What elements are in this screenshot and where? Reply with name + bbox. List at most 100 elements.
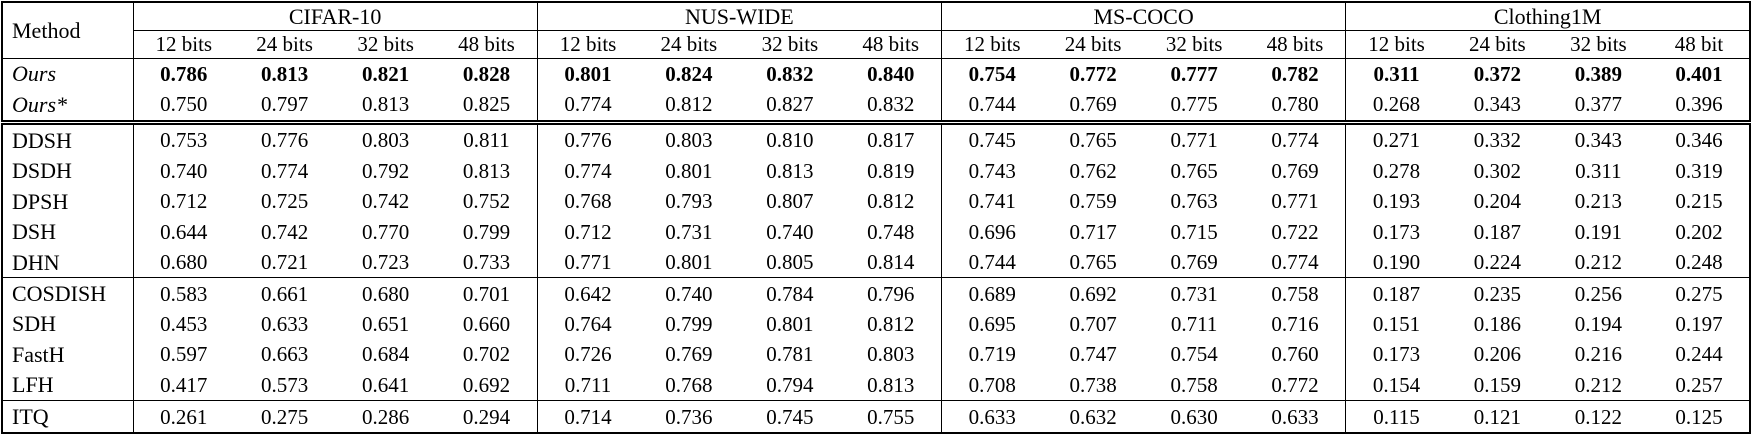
table-row: COSDISH 0.583 0.661 0.680 0.701 0.642 0.740 0.7…: [2, 277, 1750, 309]
metric-cell: 0.771: [1143, 119, 1245, 156]
metric-cell: 0.346: [1648, 119, 1750, 156]
metric-cell: 0.765: [1042, 119, 1144, 156]
metric-cell: 0.827: [766, 92, 814, 117]
metric-cell: 0.644: [132, 216, 235, 247]
metric-cell: 0.712: [132, 186, 235, 217]
metric-cell: 0.680: [335, 277, 437, 309]
metric-cell: 0.744: [940, 88, 1043, 123]
metric-cell: 0.235: [1446, 277, 1548, 309]
bits-header-row: 12 bits 24 bits 32 bits 48 bits 12 bits …: [2, 30, 1750, 59]
metric-cell: 0.244: [1675, 342, 1723, 367]
metric-cell: 0.769: [1271, 158, 1319, 183]
metric-cell: 0.810: [739, 119, 841, 156]
dataset-header-cifar10: CIFAR-10: [132, 2, 538, 31]
metric-cell: 0.750: [132, 88, 235, 123]
metric-cell: 0.792: [362, 158, 410, 183]
metric-cell: 0.702: [462, 342, 511, 367]
metric-cell: 0.271: [1345, 119, 1447, 156]
metric-cell: 0.212: [1574, 372, 1623, 397]
metric-cell: 0.187: [1473, 219, 1521, 244]
metric-cell: 0.159: [1473, 372, 1521, 397]
bits-header: 32 bits: [739, 30, 841, 59]
metric-cell: 0.343: [1473, 92, 1521, 117]
metric-cell: 0.722: [1271, 219, 1319, 244]
metric-cell: 0.742: [362, 189, 410, 214]
metric-cell: 0.786: [132, 58, 235, 89]
metric-cell: 0.754: [940, 58, 1043, 89]
metric-cell: 0.771: [1271, 189, 1319, 214]
metric-cell: 0.642: [536, 277, 639, 309]
metric-cell: 0.630: [1143, 400, 1245, 433]
metric-cell: 0.311: [1575, 158, 1622, 183]
metric-cell: 0.701: [436, 277, 538, 309]
method-name-cell: ITQ: [2, 400, 133, 433]
metric-cell: 0.651: [362, 312, 410, 337]
metric-cell: 0.660: [462, 312, 511, 337]
metric-cell: 0.764: [536, 308, 639, 340]
metric-cell: 0.821: [362, 61, 410, 86]
metric-cell: 0.799: [462, 219, 511, 244]
metric-cell: 0.754: [1170, 342, 1218, 367]
metric-cell: 0.794: [766, 372, 814, 397]
metric-cell: 0.417: [132, 369, 235, 401]
metric-cell: 0.343: [1547, 119, 1649, 156]
metric-cell: 0.765: [1170, 158, 1218, 183]
metric-cell: 0.723: [362, 250, 410, 275]
bits-header: 48 bits: [1244, 30, 1346, 59]
table-row: DPSH 0.712 0.725 0.742 0.752 0.768 0.793 0.807 0…: [2, 186, 1750, 217]
metric-cell: 0.825: [462, 92, 511, 117]
bits-header: 12 bits: [940, 30, 1043, 59]
metric-cell: 0.813: [362, 92, 410, 117]
metric-cell: 0.736: [638, 400, 740, 433]
table-header: Method CIFAR-10 NUS-WIDE MS-COCO Clothin…: [2, 2, 1750, 59]
metric-cell: 0.257: [1675, 372, 1723, 397]
bits-header: 24 bits: [1042, 30, 1144, 59]
table-row: ITQ 0.261 0.275 0.286 0.294 0.714 0.736 0.745 0.…: [2, 400, 1750, 433]
method-name-cell: SDH: [12, 311, 57, 337]
metric-cell: 0.760: [1271, 342, 1319, 367]
metric-cell: 0.824: [665, 61, 713, 86]
metric-cell: 0.784: [739, 277, 841, 309]
metric-cell: 0.194: [1574, 312, 1623, 337]
metric-cell: 0.774: [260, 158, 309, 183]
metric-cell: 0.641: [362, 372, 410, 397]
metric-cell: 0.813: [260, 61, 309, 86]
metric-cell: 0.332: [1446, 119, 1548, 156]
metric-cell: 0.758: [1244, 277, 1346, 309]
metric-cell: 0.573: [260, 372, 309, 397]
bits-header: 32 bits: [1547, 30, 1649, 59]
metric-cell: 0.762: [1069, 158, 1117, 183]
method-name-cell: Ours: [12, 61, 57, 87]
method-column-header: Method: [2, 2, 133, 59]
metric-cell: 0.712: [536, 216, 639, 247]
metric-cell: 0.726: [536, 339, 639, 370]
metric-cell: 0.154: [1345, 369, 1447, 401]
metric-cell: 0.811: [436, 119, 538, 156]
metric-cell: 0.151: [1345, 308, 1447, 340]
bits-header: 24 bits: [638, 30, 740, 59]
metric-cell: 0.801: [665, 250, 713, 275]
metric-cell: 0.744: [940, 246, 1043, 278]
metric-cell: 0.121: [1446, 400, 1548, 433]
metric-cell: 0.731: [1143, 277, 1245, 309]
dataset-header-mscoco: MS-COCO: [940, 2, 1346, 31]
metric-cell: 0.801: [766, 312, 814, 337]
metric-cell: 0.758: [1170, 372, 1218, 397]
metric-cell: 0.708: [940, 369, 1043, 401]
bits-header: 24 bits: [234, 30, 336, 59]
metric-cell: 0.796: [840, 277, 942, 309]
metric-cell: 0.776: [536, 119, 639, 156]
metric-cell: 0.453: [132, 308, 235, 340]
metric-cell: 0.781: [766, 342, 814, 367]
metric-cell: 0.719: [940, 339, 1043, 370]
metric-cell: 0.775: [1170, 92, 1218, 117]
metric-cell: 0.812: [867, 189, 915, 214]
metric-cell: 0.286: [335, 400, 437, 433]
metric-cell: 0.689: [940, 277, 1043, 309]
metric-cell: 0.122: [1547, 400, 1649, 433]
dataset-header-row: Method CIFAR-10 NUS-WIDE MS-COCO Clothin…: [2, 2, 1750, 59]
metric-cell: 0.319: [1675, 158, 1723, 183]
metric-cell: 0.187: [1345, 277, 1447, 309]
metric-cell: 0.803: [335, 119, 437, 156]
metric-cell: 0.765: [1069, 250, 1117, 275]
